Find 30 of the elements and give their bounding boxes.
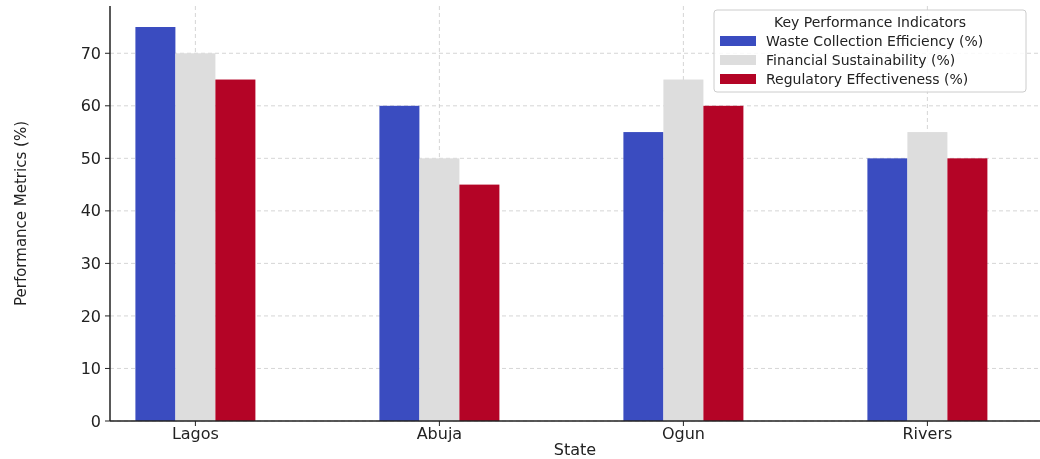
- y-tick-label: 70: [80, 43, 101, 63]
- legend-label: Regulatory Effectiveness (%): [766, 70, 969, 87]
- bar: [663, 79, 704, 421]
- bar: [867, 158, 908, 421]
- y-tick-label: 10: [80, 359, 101, 379]
- bar: [379, 105, 420, 421]
- bar: [947, 158, 988, 421]
- bar: [907, 132, 948, 421]
- x-tick-label: Abuja: [416, 424, 463, 443]
- x-tick-label: Lagos: [171, 424, 219, 443]
- y-tick-label: 50: [80, 148, 101, 168]
- y-tick-label: 20: [80, 306, 101, 326]
- x-axis-title: State: [553, 440, 597, 459]
- legend-label: Financial Sustainability (%): [766, 51, 956, 68]
- bar: [215, 79, 256, 421]
- bar: [623, 132, 664, 421]
- bar: [419, 158, 460, 421]
- bar: [175, 53, 216, 421]
- x-tick-label: Ogun: [661, 424, 705, 443]
- legend-title: Key Performance Indicators: [773, 14, 967, 30]
- bar: [703, 105, 744, 421]
- legend-label: Waste Collection Efficiency (%): [766, 32, 984, 49]
- y-tick-label: 60: [80, 96, 101, 116]
- x-tick-label: Rivers: [902, 424, 953, 443]
- y-tick-label: 0: [90, 411, 101, 431]
- bar: [135, 27, 176, 421]
- y-axis-title: Performance Metrics (%): [12, 121, 30, 306]
- bar: [459, 184, 500, 421]
- y-tick-label: 30: [80, 254, 101, 274]
- y-tick-label: 40: [80, 201, 101, 221]
